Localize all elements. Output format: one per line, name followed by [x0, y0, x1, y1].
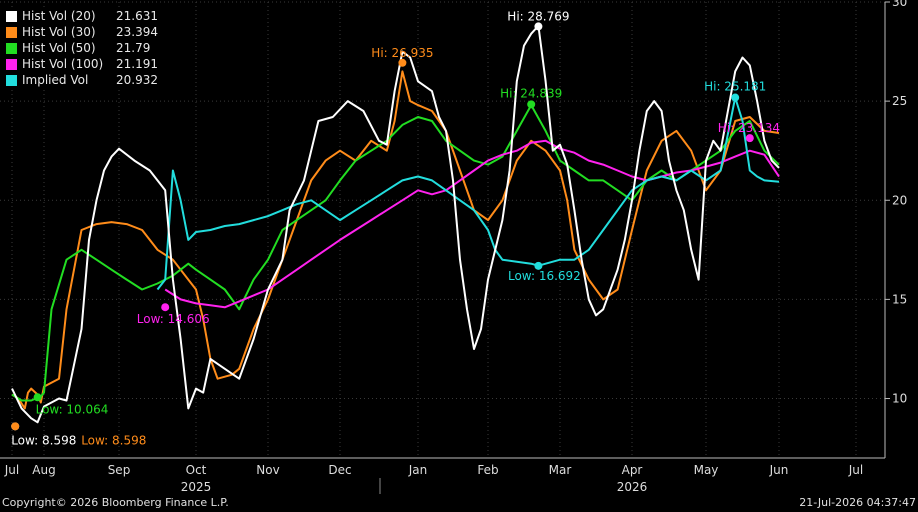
- series-line: [11, 104, 780, 402]
- legend-series-value: 23.394: [116, 25, 158, 39]
- legend-swatch: [6, 74, 17, 86]
- x-tick-label: May: [694, 463, 719, 477]
- annotation-marker: [398, 58, 407, 67]
- copyright-text: Copyright© 2026 Bloomberg Finance L.P.: [2, 496, 229, 509]
- annotation-marker: [161, 303, 170, 312]
- legend-item: Hist Vol (50) 21.79: [6, 40, 158, 56]
- annotation-marker: [33, 393, 42, 402]
- annotation-label: Hi: 23.134: [718, 121, 780, 135]
- x-tick-label: Oct: [186, 463, 207, 477]
- x-tick-label: Dec: [328, 463, 351, 477]
- legend-swatch: [6, 10, 17, 22]
- series-line: [156, 96, 780, 291]
- annotation-marker: [534, 261, 543, 270]
- y-tick-label: 10: [892, 392, 907, 406]
- x-tick-label: Jun: [769, 463, 789, 477]
- legend-swatch: [6, 58, 17, 70]
- legend-swatch: [6, 42, 17, 54]
- legend-series-value: 21.631: [116, 9, 158, 23]
- annotation-label: Hi: 24.839: [500, 86, 562, 100]
- annotation-label: Low: 16.692: [508, 269, 581, 283]
- legend-series-name: Hist Vol (100): [22, 57, 104, 71]
- legend-series-value: 21.79: [116, 41, 151, 55]
- legend: Hist Vol (20) 21.631 Hist Vol (30) 23.394 Hi…: [6, 8, 158, 88]
- annotation-marker: [527, 100, 536, 109]
- legend-series-name: Hist Vol (30): [22, 25, 96, 39]
- x-tick-label: Jul: [848, 463, 863, 477]
- legend-swatch: [6, 26, 17, 38]
- annotation-marker: [534, 22, 543, 31]
- y-tick-label: 15: [892, 292, 907, 306]
- annotation-marker: [11, 422, 20, 431]
- y-tick-label: 20: [892, 193, 907, 207]
- legend-series-name: Hist Vol (20): [22, 9, 96, 23]
- annotation-label: Hi: 26.935: [371, 46, 433, 60]
- year-label: 2025: [181, 480, 212, 494]
- legend-item: Implied Vol 20.932: [6, 72, 158, 88]
- annotation-marker: [731, 93, 740, 102]
- x-tick-label: Feb: [477, 463, 498, 477]
- annotation-marker: [745, 134, 754, 143]
- legend-item: Hist Vol (30) 23.394: [6, 24, 158, 40]
- y-tick-label: 30: [892, 0, 907, 9]
- annotation-label: Low: 14.606: [137, 312, 210, 326]
- year-label: 2026: [617, 480, 648, 494]
- legend-series-value: 20.932: [116, 73, 158, 87]
- y-tick-label: 25: [892, 94, 907, 108]
- legend-series-name: Hist Vol (50): [22, 41, 96, 55]
- x-tick-label: Jul: [4, 463, 19, 477]
- x-tick-label: Aug: [32, 463, 55, 477]
- x-tick-label: Nov: [256, 463, 279, 477]
- x-tick-label: Jan: [408, 463, 428, 477]
- timestamp-text: 21-Jul-2026 04:37:47: [799, 496, 916, 509]
- x-tick-label: Mar: [549, 463, 572, 477]
- annotation-label: Hi: 28.769: [507, 9, 569, 23]
- annotation-label: Low: 10.064: [36, 402, 109, 416]
- annotations: Hi: 28.769 Hi: 26.935 Hi: 24.839 Hi: 25.181…: [11, 9, 780, 447]
- annotation-label: Hi: 25.181: [704, 80, 766, 94]
- legend-series-name: Implied Vol: [22, 73, 89, 87]
- x-tick-label: Apr: [622, 463, 643, 477]
- annotation-label: Low: 8.598: [81, 433, 146, 447]
- x-tick-label: Sep: [108, 463, 131, 477]
- annotation-label: Low: 8.598: [11, 433, 76, 447]
- series-line: [11, 24, 780, 424]
- legend-item: Hist Vol (20) 21.631: [6, 8, 158, 24]
- series-layer: [11, 24, 780, 424]
- legend-item: Hist Vol (100) 21.191: [6, 56, 158, 72]
- legend-series-value: 21.191: [116, 57, 158, 71]
